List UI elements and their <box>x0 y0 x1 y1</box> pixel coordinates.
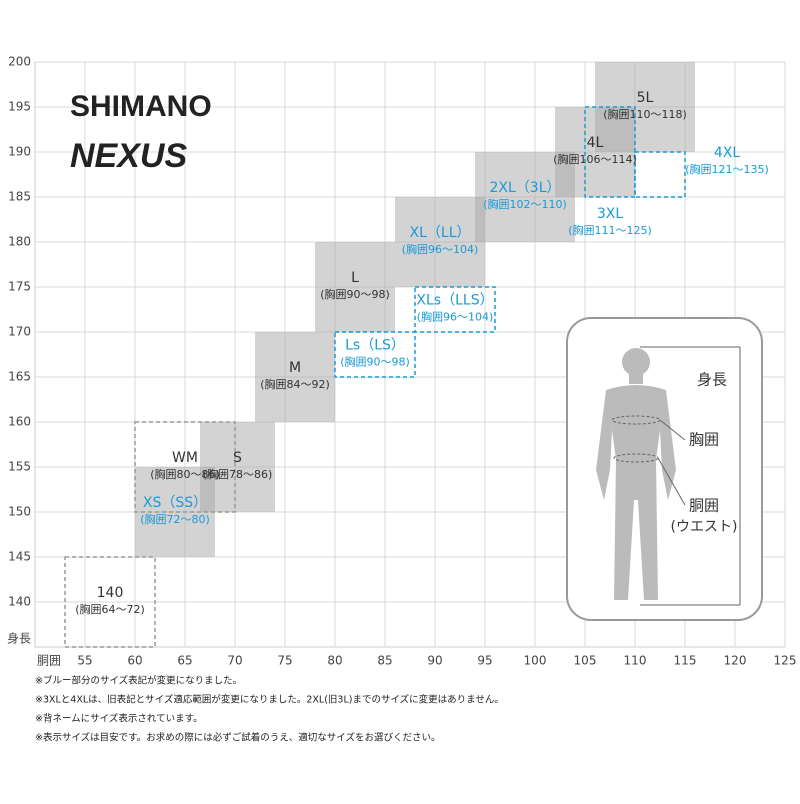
size-label: WM <box>172 450 198 466</box>
y-tick-label: 145 <box>8 550 31 564</box>
size-box <box>315 242 395 332</box>
size-box <box>634 151 686 198</box>
size-label: XLs（LLS） <box>416 293 493 309</box>
size-label: XS（SS） <box>143 495 207 511</box>
size-label: XL（LL） <box>410 225 471 241</box>
x-axis-label: 胴囲 <box>37 654 61 668</box>
size-sublabel: (胸囲90～98) <box>340 355 410 369</box>
figure-label: 胴囲 <box>689 497 719 515</box>
size-label: 140 <box>97 585 124 601</box>
size-label: L <box>351 270 359 286</box>
size-box <box>255 332 335 422</box>
size-label: 3XL <box>597 206 623 222</box>
x-tick-label: 115 <box>674 654 697 668</box>
x-tick-label: 65 <box>177 654 192 668</box>
y-tick-label: 180 <box>8 235 31 249</box>
size-sublabel: (胸囲72～80) <box>140 512 210 526</box>
x-tick-label: 60 <box>127 654 142 668</box>
y-tick-label: 150 <box>8 505 31 519</box>
x-tick-label: 120 <box>724 654 747 668</box>
size-box <box>595 62 695 152</box>
size-sublabel: (胸囲84～92) <box>260 377 330 391</box>
logo-shimano: SHIMANO <box>70 90 212 123</box>
x-tick-label: 95 <box>477 654 492 668</box>
x-tick-label: 85 <box>377 654 392 668</box>
y-tick-label: 200 <box>8 55 31 69</box>
size-sublabel: (胸囲78～86) <box>203 467 273 481</box>
size-label: 5L <box>637 90 654 106</box>
y-tick-label: 160 <box>8 415 31 429</box>
note: ※背ネームにサイズ表示されています。 <box>35 713 203 725</box>
size-label: 2XL（3L） <box>489 180 560 196</box>
y-axis-label: 身長 <box>7 631 31 646</box>
size-sublabel: (胸囲90～98) <box>320 287 390 301</box>
size-label: Ls（LS） <box>345 338 405 354</box>
x-tick-label: 110 <box>624 654 647 668</box>
size-sublabel: (胸囲121～135) <box>685 162 769 176</box>
y-tick-label: 155 <box>8 460 31 474</box>
size-box <box>414 286 496 333</box>
x-tick-label: 80 <box>327 654 342 668</box>
x-tick-label: 75 <box>277 654 292 668</box>
logo-nexus: NEXUS <box>70 137 187 175</box>
size-box <box>395 197 485 287</box>
size-box <box>134 421 236 513</box>
size-label: M <box>289 360 301 376</box>
figure-label: 身長 <box>697 371 727 389</box>
size-box <box>64 556 156 648</box>
silhouette <box>596 348 676 600</box>
size-sublabel: (胸囲96～104) <box>402 242 479 256</box>
size-label: S <box>233 450 242 466</box>
note: ※ブルー部分のサイズ表記が変更になりました。 <box>35 675 242 687</box>
figure-label: 胸囲 <box>689 431 719 449</box>
figure-label: (ウエスト) <box>671 519 738 535</box>
size-box <box>200 422 275 512</box>
x-tick-label: 55 <box>77 654 92 668</box>
x-tick-label: 90 <box>427 654 442 668</box>
x-tick-label: 105 <box>574 654 597 668</box>
x-tick-label: 125 <box>774 654 797 668</box>
y-tick-label: 170 <box>8 325 31 339</box>
size-label: 4L <box>587 135 604 151</box>
y-tick-label: 175 <box>8 280 31 294</box>
y-tick-label: 185 <box>8 190 31 204</box>
size-sublabel: (胸囲96～104) <box>417 310 494 324</box>
size-sublabel: (胸囲106～114) <box>553 152 637 166</box>
figure: 身長 胸囲 胴囲 (ウエスト) <box>566 317 763 621</box>
size-sublabel: (胸囲64～72) <box>75 602 145 616</box>
size-label: 4XL <box>714 145 740 161</box>
note: ※表示サイズは目安です。お求めの際には必ずご試着のうえ、適切なサイズをお選びくだ… <box>35 732 440 744</box>
x-tick-label: 70 <box>227 654 242 668</box>
x-tick-label: 100 <box>524 654 547 668</box>
y-tick-label: 165 <box>8 370 31 384</box>
size-sublabel: (胸囲111～125) <box>568 223 652 237</box>
note: ※3XLと4XLは、旧表記とサイズ適応範囲が変更になりました。2XL(旧3L)ま… <box>35 694 504 706</box>
size-box <box>334 331 416 378</box>
y-tick-label: 195 <box>8 100 31 114</box>
y-tick-label: 140 <box>8 595 31 609</box>
size-sublabel: (胸囲80～86) <box>150 467 220 481</box>
y-tick-label: 190 <box>8 145 31 159</box>
size-sublabel: (胸囲110～118) <box>603 107 687 121</box>
size-sublabel: (胸囲102～110) <box>483 197 567 211</box>
